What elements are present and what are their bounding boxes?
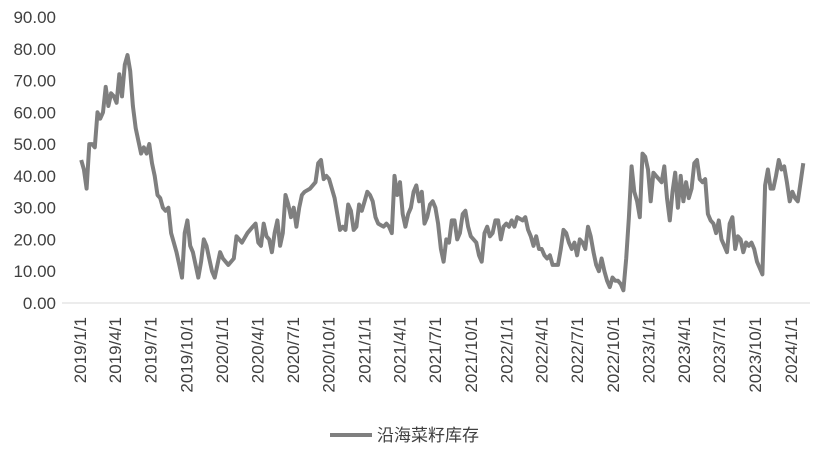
x-tick-label: 2022/1/1: [498, 317, 517, 383]
x-tick-label: 2024/1/1: [782, 317, 801, 383]
y-tick-label: 30.00: [13, 199, 56, 218]
x-tick-label: 2022/7/1: [568, 317, 587, 383]
x-tick-label: 2020/1/1: [213, 317, 232, 383]
x-tick-label: 2023/1/1: [640, 317, 659, 383]
x-tick-label: 2019/4/1: [106, 317, 125, 383]
x-tick-label: 2020/7/1: [284, 317, 303, 383]
series-line: [79, 53, 806, 293]
y-tick-label: 20.00: [13, 230, 56, 249]
x-tick-label: 2019/1/1: [71, 317, 90, 383]
x-tick-label: 2021/10/1: [462, 317, 481, 393]
y-tick-label: 80.00: [13, 40, 56, 59]
x-tick-label: 2019/10/1: [177, 317, 196, 393]
x-tick-label: 2021/4/1: [391, 317, 410, 383]
y-tick-label: 10.00: [13, 262, 56, 281]
y-tick-label: 0.00: [23, 294, 56, 313]
x-tick-label: 2020/10/1: [320, 317, 339, 393]
x-tick-label: 2022/4/1: [533, 317, 552, 383]
x-tick-label: 2021/1/1: [356, 317, 375, 383]
y-tick-label: 40.00: [13, 167, 56, 186]
x-tick-label: 2019/7/1: [141, 317, 160, 383]
y-tick-label: 90.00: [13, 8, 56, 27]
y-tick-label: 50.00: [13, 135, 56, 154]
legend-label: 沿海菜籽库存: [377, 426, 479, 445]
x-tick-label: 2023/7/1: [710, 317, 729, 383]
x-tick-label: 2022/10/1: [604, 317, 623, 393]
x-tick-label: 2020/4/1: [249, 317, 268, 383]
y-tick-label: 70.00: [13, 72, 56, 91]
x-tick-label: 2021/7/1: [426, 317, 445, 383]
x-tick-label: 2023/10/1: [746, 317, 765, 393]
x-tick-label: 2023/4/1: [675, 317, 694, 383]
y-tick-label: 60.00: [13, 103, 56, 122]
